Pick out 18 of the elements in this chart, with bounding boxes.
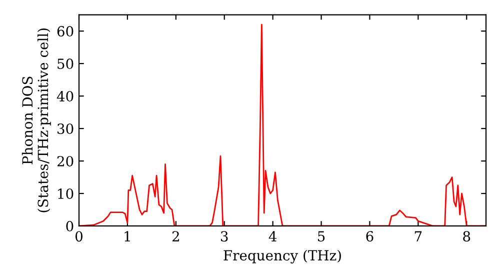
x-axis-title: Frequency (THz) <box>224 250 341 264</box>
y-tick-label: 60 <box>57 26 74 37</box>
y-tick-label: 40 <box>56 91 74 102</box>
y-tick-label: 20 <box>57 156 74 166</box>
x-tick-label: 5 <box>318 231 325 242</box>
x-tick-label: 7 <box>414 231 422 242</box>
x-tick-label: 1 <box>124 231 130 242</box>
x-tick-label: 8 <box>463 231 470 242</box>
x-tick-label: 3 <box>221 231 228 242</box>
y-tick-label: 10 <box>58 188 74 199</box>
y-tick-label: 0 <box>66 220 74 232</box>
x-tick-label: 0 <box>75 231 82 242</box>
x-tick-label: 6 <box>366 231 374 242</box>
x-tick-label: 4 <box>268 231 277 242</box>
y-tick-label: 50 <box>58 58 74 70</box>
y-tick-label: 30 <box>58 123 74 134</box>
x-tick-label: 2 <box>172 231 179 242</box>
y-axis-title: Phonon DOS (States/THz·primitive cell) <box>22 28 51 212</box>
